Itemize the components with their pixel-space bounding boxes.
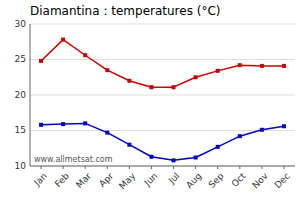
x-tick-label: Jul xyxy=(166,171,181,186)
series-marker xyxy=(61,38,65,42)
series-marker xyxy=(39,59,43,63)
series-marker xyxy=(39,123,43,127)
series-marker xyxy=(260,64,264,68)
series-marker xyxy=(127,143,131,147)
series-marker xyxy=(127,79,131,83)
series-marker xyxy=(149,85,153,89)
y-tick-label: 25 xyxy=(15,54,26,64)
chart-svg: 10 15 20 25 30 JanFebMarAprMayJun JulAugSepOct… xyxy=(0,0,305,200)
chart-title: Diamantina : temperatures (°C) xyxy=(30,4,220,18)
x-tick xyxy=(195,166,196,169)
x-tick xyxy=(173,166,174,169)
x-tick xyxy=(129,166,130,169)
x-tick-label: Oct xyxy=(230,171,248,189)
series-marker xyxy=(238,63,242,67)
series-marker xyxy=(194,155,198,159)
series-marker xyxy=(216,145,220,149)
x-tick xyxy=(107,166,108,169)
series-marker xyxy=(105,131,109,135)
series-marker xyxy=(172,158,176,162)
series-marker xyxy=(216,69,220,73)
grid-line xyxy=(30,59,295,60)
x-tick-label: Feb xyxy=(53,171,72,190)
annotation: www.allmetsat.com xyxy=(34,155,113,164)
y-tick-label: 10 xyxy=(15,161,27,171)
x-tick-label: Jun xyxy=(142,171,160,189)
x-tick-label: Mar xyxy=(74,171,93,190)
grid-line xyxy=(30,95,295,96)
series-marker xyxy=(172,85,176,89)
series-marker xyxy=(83,121,87,125)
series-marker xyxy=(83,53,87,57)
chart-container: 10 15 20 25 30 JanFebMarAprMayJun JulAugSepOct… xyxy=(0,0,305,200)
x-tick xyxy=(151,166,152,169)
x-tick-label: May xyxy=(117,170,138,191)
x-tick xyxy=(41,166,42,169)
grid-line xyxy=(30,166,295,167)
y-tick-label: 20 xyxy=(15,90,27,100)
x-tick-label: Aug xyxy=(184,171,204,191)
x-tick xyxy=(63,166,64,169)
series-marker xyxy=(282,64,286,68)
series-marker xyxy=(238,134,242,138)
x-tick-label: Apr xyxy=(97,171,115,189)
x-tick-label: Nov xyxy=(250,170,270,190)
y-axis-line xyxy=(30,24,31,166)
series-marker xyxy=(105,68,109,72)
x-tick xyxy=(261,166,262,169)
series-marker xyxy=(194,75,198,79)
series-marker xyxy=(61,122,65,126)
grid-line xyxy=(30,130,295,131)
x-tick xyxy=(85,166,86,169)
series-line xyxy=(41,40,284,88)
grid-line xyxy=(30,24,295,25)
x-tick xyxy=(283,166,284,169)
x-axis: JanFebMarAprMayJun JulAugSepOctNovDec xyxy=(31,166,292,191)
y-tick-label: 15 xyxy=(15,125,26,135)
x-tick xyxy=(239,166,240,169)
y-axis: 10 15 20 25 30 xyxy=(15,19,295,171)
x-tick-label: Dec xyxy=(273,171,292,190)
x-axis-line xyxy=(30,166,295,167)
series-marker xyxy=(149,155,153,159)
series-marker xyxy=(260,128,264,132)
x-tick-label: Sep xyxy=(207,171,226,190)
x-tick-label: Jan xyxy=(31,171,49,189)
series-marker xyxy=(282,124,286,128)
x-tick xyxy=(217,166,218,169)
y-tick-label: 30 xyxy=(15,19,27,29)
series-group xyxy=(39,38,286,163)
